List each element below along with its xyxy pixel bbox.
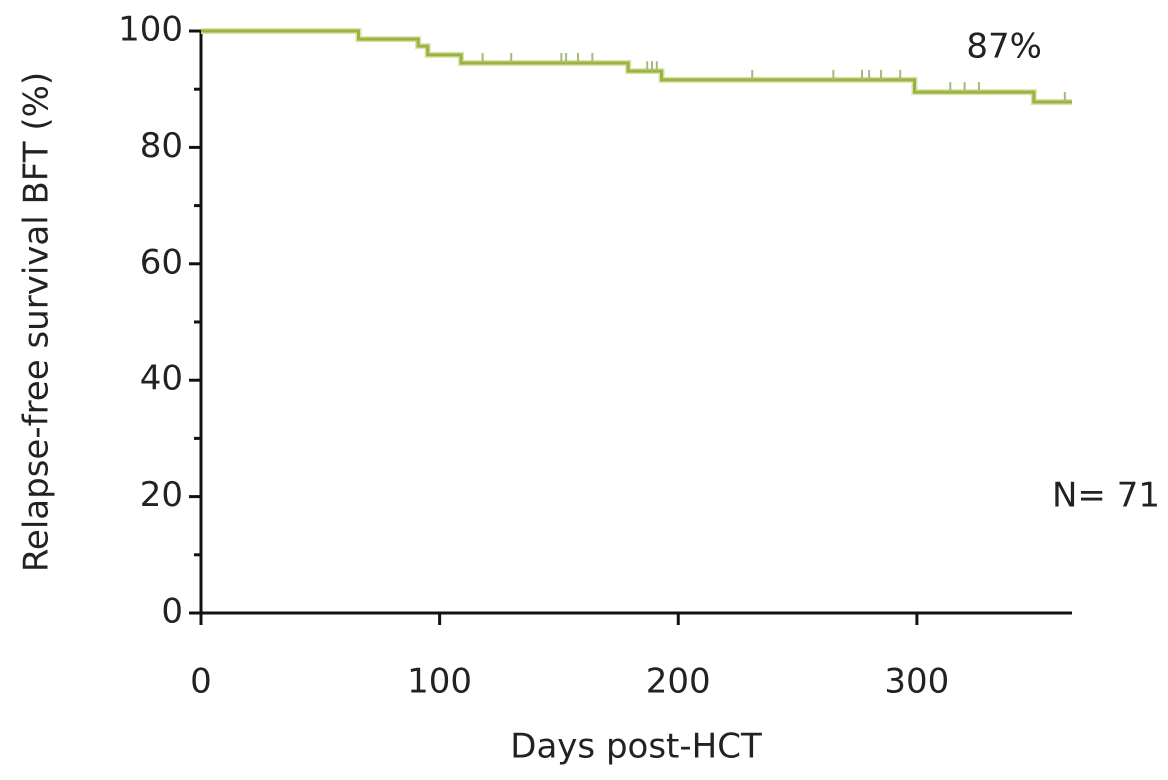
y-tick-label: 80 bbox=[140, 126, 183, 166]
annotation: 87% bbox=[966, 27, 1042, 67]
x-tick-label: 200 bbox=[646, 662, 711, 702]
x-axis-label: Days post-HCT bbox=[510, 727, 762, 767]
x-tick-label: 100 bbox=[407, 662, 472, 702]
y-tick-label: 100 bbox=[118, 10, 183, 50]
y-tick-label: 20 bbox=[140, 475, 183, 515]
y-tick-label: 0 bbox=[161, 592, 183, 632]
x-tick-label: 0 bbox=[190, 662, 212, 702]
y-tick-label: 40 bbox=[140, 359, 183, 399]
annotation: N= 71 bbox=[1052, 476, 1160, 516]
y-tick-label: 60 bbox=[140, 242, 183, 282]
y-axis-label: Relapse-free survival BFT (%) bbox=[17, 72, 57, 572]
survival-line bbox=[201, 29, 1072, 104]
x-tick-label: 300 bbox=[884, 662, 949, 702]
